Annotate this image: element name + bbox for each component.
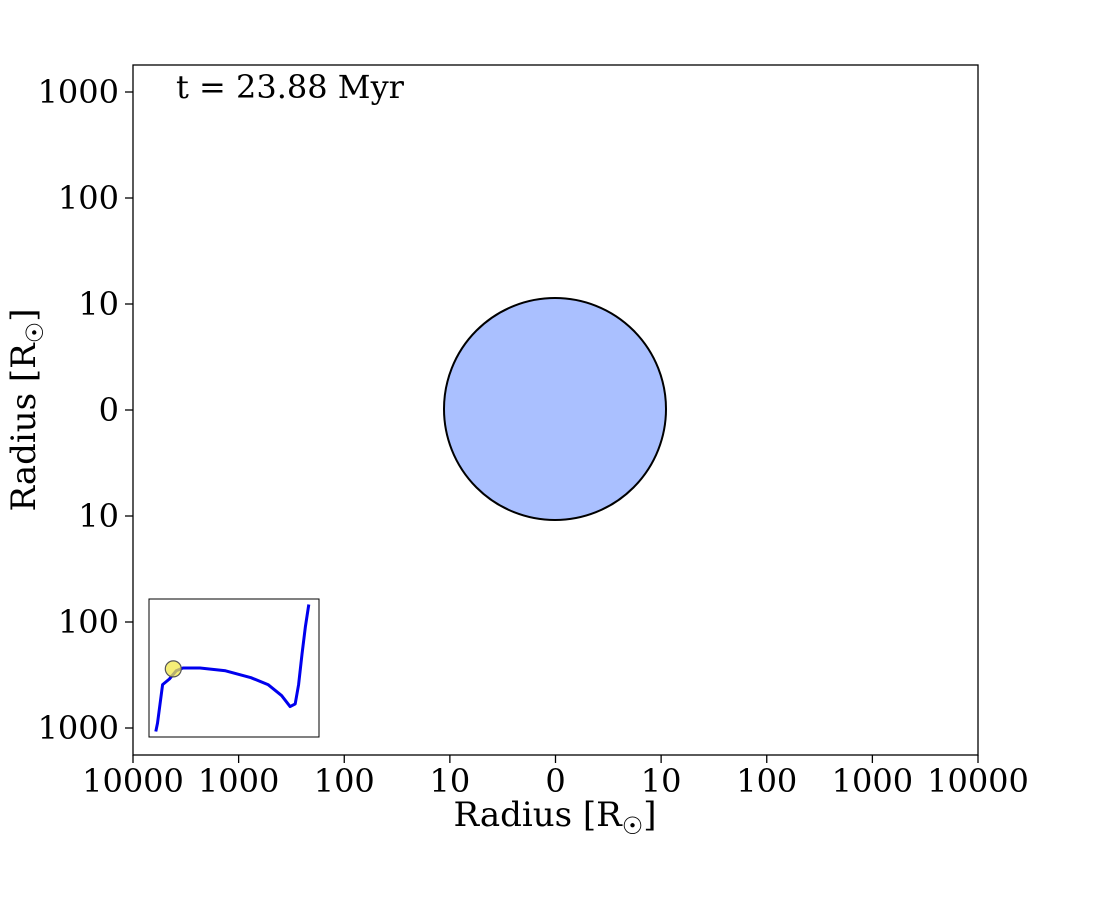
inset-track-line [154,604,311,732]
x-tick-label: 10 [430,762,471,800]
x-tick-label: 0 [545,762,565,800]
x-tick-label: 10 [641,762,682,800]
y-axis-label-symbol: ☉ [21,322,49,344]
y-tick-label: 1000 [38,709,119,747]
x-axis-label-text: Radius [R [453,795,623,835]
x-tick-label: 100 [736,762,797,800]
x-tick-label: 1000 [198,762,279,800]
tick-layer: 10000 1000 100 10 0 10 100 1000 1000010001001001… [38,73,1029,800]
evolution-inset [148,598,320,738]
y-tick-label: 0 [99,391,119,429]
y-axis-label-close: ] [4,308,44,321]
x-tick-label: 100 [314,762,375,800]
x-axis-label-close: ] [643,795,656,835]
y-tick-label: 100 [58,603,119,641]
time-annotation: t = 23.88 Myr [176,68,405,106]
y-tick-label: 100 [58,179,119,217]
star-disc [443,297,667,521]
y-tick-label: 10 [78,285,119,323]
x-tick-label: 1000 [832,762,913,800]
x-tick-label: 10000 [82,762,184,800]
x-axis-label: Radius [R☉] [453,795,656,840]
inset-current-marker [164,660,182,678]
y-tick-label: 10 [78,497,119,535]
y-tick-label: 1000 [38,73,119,111]
x-tick-label: 10000 [927,762,1029,800]
mark-layer [443,297,667,521]
y-axis-label-text: Radius [R [4,342,44,512]
x-axis-label-symbol: ☉ [622,812,644,840]
y-axis-label: Radius [R☉] [4,308,49,511]
